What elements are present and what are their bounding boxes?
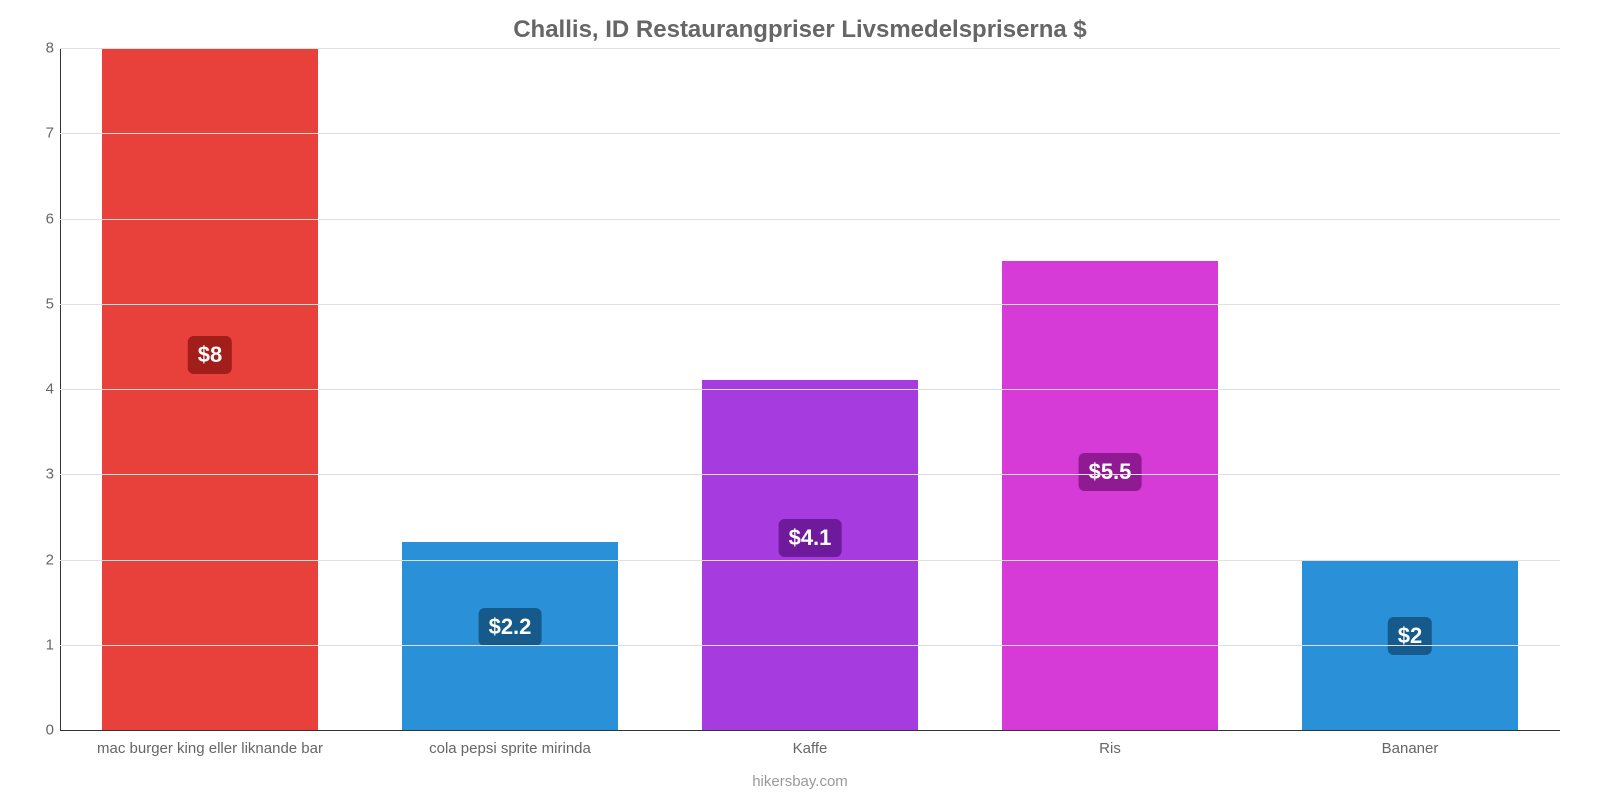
gridline xyxy=(60,304,1560,305)
y-tick-label: 6 xyxy=(20,210,54,227)
y-tick-label: 2 xyxy=(20,551,54,568)
gridline xyxy=(60,474,1560,475)
plot-area: $8mac burger king eller liknande bar$2.2… xyxy=(60,48,1560,730)
x-tick-label: Ris xyxy=(1099,740,1121,757)
x-tick-label: Kaffe xyxy=(793,740,828,757)
chart-title: Challis, ID Restaurangpriser Livsmedelsp… xyxy=(0,16,1600,44)
bar-value-label: $4.1 xyxy=(779,519,842,557)
y-tick-label: 4 xyxy=(20,381,54,398)
price-bar-chart: Challis, ID Restaurangpriser Livsmedelsp… xyxy=(0,0,1600,800)
chart-footer: hikersbay.com xyxy=(0,773,1600,790)
y-tick-label: 3 xyxy=(20,466,54,483)
gridline xyxy=(60,730,1560,731)
bar-value-label: $2.2 xyxy=(479,608,542,646)
y-tick-label: 0 xyxy=(20,722,54,739)
gridline xyxy=(60,48,1560,49)
y-tick-label: 1 xyxy=(20,636,54,653)
gridline xyxy=(60,560,1560,561)
x-tick-label: cola pepsi sprite mirinda xyxy=(429,740,591,757)
x-tick-label: mac burger king eller liknande bar xyxy=(97,740,323,757)
gridline xyxy=(60,645,1560,646)
gridline xyxy=(60,389,1560,390)
bar xyxy=(1002,261,1218,730)
bar-value-label: $5.5 xyxy=(1079,453,1142,491)
gridline xyxy=(60,133,1560,134)
gridline xyxy=(60,219,1560,220)
x-tick-label: Bananer xyxy=(1382,740,1439,757)
bar-value-label: $2 xyxy=(1388,617,1432,655)
y-tick-label: 7 xyxy=(20,125,54,142)
y-tick-label: 5 xyxy=(20,295,54,312)
bar-value-label: $8 xyxy=(188,336,232,374)
y-tick-label: 8 xyxy=(20,40,54,57)
